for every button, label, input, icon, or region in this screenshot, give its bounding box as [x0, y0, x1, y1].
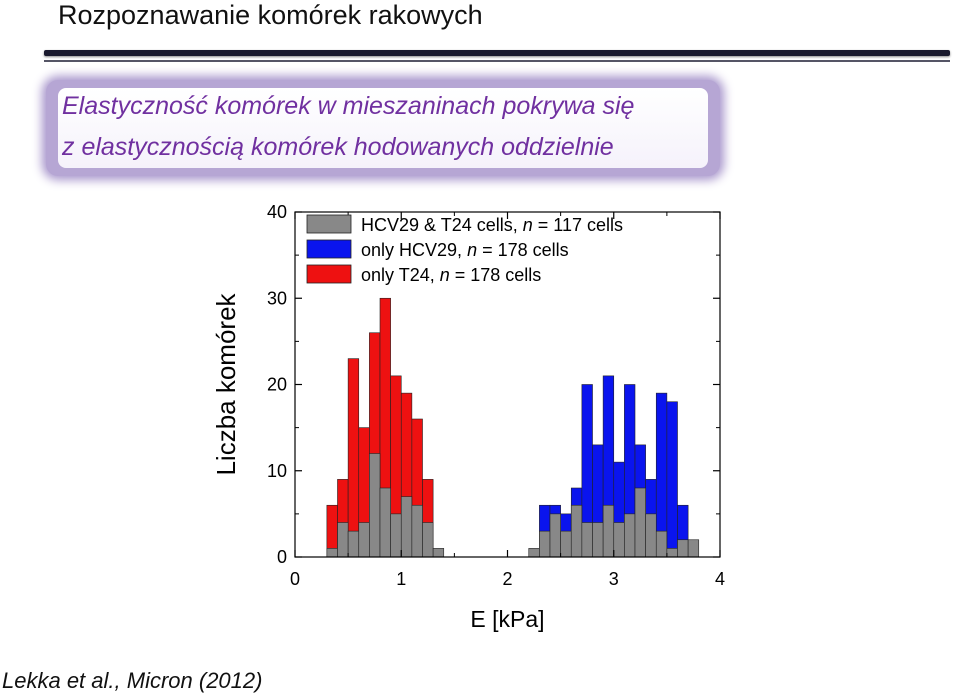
bar-series-2-18: [602, 504, 615, 558]
callout-inner: [58, 88, 708, 168]
y-tick-label-0: 0: [277, 547, 287, 567]
callout-line-2: z elastycznością komórek hodowanych oddz…: [62, 133, 614, 161]
bar-series-2-24: [666, 548, 678, 558]
x-tick-label-0: 0: [290, 569, 300, 589]
bar-series-2-10: [432, 548, 445, 558]
slide-title: Rozpoznawanie komórek rakowych: [58, 0, 483, 30]
bar-series-2-26: [687, 539, 700, 558]
x-tick-label-4: 4: [715, 569, 725, 589]
bar-series-1-12: [666, 401, 678, 558]
legend-label-1: only HCV29, n = 178 cells: [361, 240, 569, 260]
bar-series-2-14: [560, 530, 572, 558]
legend-swatch-0: [306, 264, 352, 284]
bar-series-2-3: [358, 522, 370, 558]
bar-series-2-7: [400, 496, 413, 558]
bar-series-2-12: [539, 530, 551, 558]
bar-series-2-20: [624, 513, 636, 558]
bar-series-2-17: [592, 522, 604, 558]
bar-series-2-21: [634, 487, 646, 558]
title-divider: [44, 50, 950, 56]
bar-series-2-11: [528, 548, 540, 558]
bar-series-2-13: [549, 513, 561, 558]
bar-series-2-1: [337, 522, 349, 558]
legend-swatch-2: [306, 214, 352, 234]
citation: Lekka et al., Micron (2012): [2, 668, 263, 693]
title-divider-thin: [44, 60, 950, 62]
x-tick-label-1: 1: [396, 569, 406, 589]
bar-series-2-22: [645, 513, 657, 558]
bar-series-2-4: [369, 453, 381, 558]
bar-series-2-0: [326, 548, 338, 558]
x-axis-label: E [kPa]: [470, 606, 544, 632]
x-tick-label-3: 3: [609, 569, 619, 589]
y-axis-label: Liczba komórek: [211, 292, 241, 475]
bar-series-2-19: [613, 522, 625, 558]
bar-series-2-23: [655, 530, 668, 558]
y-tick-label-2: 20: [267, 375, 287, 395]
x-tick-label-2: 2: [502, 569, 512, 589]
callout-line-1: Elastyczność komórek w mieszaninach pokr…: [62, 92, 635, 120]
legend-swatch-1: [306, 239, 352, 259]
bar-series-0-2: [347, 358, 360, 558]
y-tick-label-1: 10: [267, 461, 287, 481]
bar-series-2-9: [422, 522, 434, 558]
legend-label-2: HCV29 & T24 cells, n = 117 cells: [361, 215, 623, 235]
bar-series-2-25: [677, 539, 689, 558]
bar-series-2-6: [390, 513, 402, 558]
bar-series-2-16: [581, 522, 593, 558]
bar-series-2-2: [347, 530, 360, 558]
legend-label-0: only T24, n = 178 cells: [361, 265, 541, 285]
bar-series-2-5: [379, 487, 391, 558]
bar-series-2-8: [411, 504, 423, 558]
y-tick-label-3: 30: [267, 288, 287, 308]
y-tick-label-4: 40: [267, 202, 287, 222]
bar-series-2-15: [570, 504, 583, 558]
